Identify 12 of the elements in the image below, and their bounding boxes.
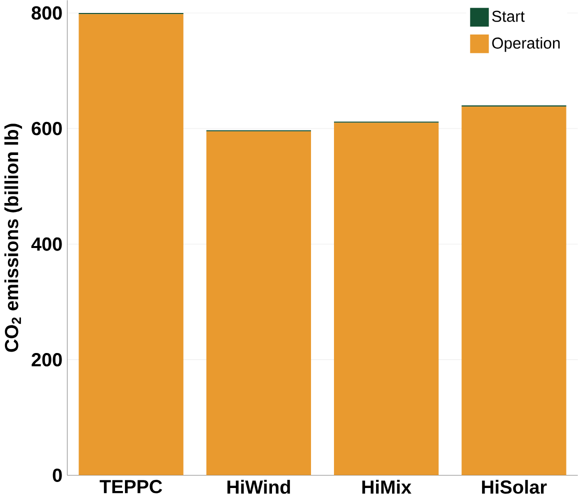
y-tick-label: 400 (31, 237, 62, 251)
x-tick-label: TEPPC (100, 480, 162, 494)
y-tick-label: 800 (32, 6, 62, 20)
y-tick-label: 0 (52, 468, 62, 482)
legend-label: Start (492, 10, 525, 22)
x-tick-label: HiSolar (482, 480, 547, 494)
y-tick-label: 200 (32, 352, 62, 366)
x-tick-label: HiMix (362, 480, 412, 494)
y-axis-title: CO$_{2}$ emissions (billion lb) (4, 124, 22, 352)
legend-label: Operation (492, 37, 560, 52)
y-tick-label: 600 (32, 122, 62, 136)
x-tick-label: HiWind (227, 480, 290, 494)
